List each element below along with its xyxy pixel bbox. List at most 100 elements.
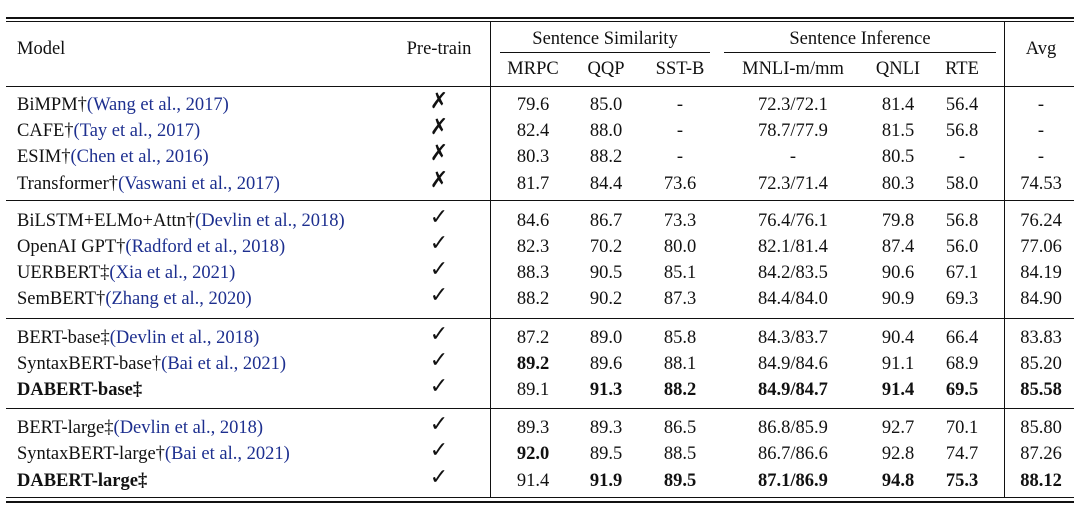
cell-sst-b: 86.5 [663,418,697,438]
cell-mnli: 84.9/84.6 [758,354,828,374]
cell-mrpc: 87.2 [516,328,550,348]
citation-link[interactable]: (Radford et al., 2018) [125,237,286,257]
cell-avg: 85.20 [1020,354,1062,374]
citation-link[interactable]: (Xia et al., 2021) [109,263,236,283]
cell-qqp: 90.2 [589,289,623,309]
cell-qnli: 92.7 [881,418,915,438]
cell-qqp: 88.2 [589,147,623,167]
model-name: DABERT-base‡ [17,379,142,401]
checkmark-icon: ✓ [429,257,449,282]
checkmark-icon: ✓ [429,412,449,437]
citation-link[interactable]: (Chen et al., 2016) [70,147,209,167]
cell-mrpc: 82.4 [516,121,550,141]
cell-qnli: 90.9 [881,289,915,309]
model-label: BiLSTM+ELMo+Attn† [17,211,196,231]
model-label: ESIM† [17,147,71,167]
checkmark-icon: ✓ [429,231,449,256]
cell-rte: 56.8 [945,121,979,141]
cell-rte: 67.1 [945,263,979,283]
citation-link[interactable]: (Wang et al., 2017) [86,95,229,115]
citation-link[interactable]: (Vaswani et al., 2017) [118,174,280,194]
cell-qqp: 89.6 [589,354,623,374]
checkmark-icon: ✓ [429,348,449,373]
cell-rte: 56.0 [945,237,979,257]
cell-avg: 85.80 [1020,418,1062,438]
model-label: UERBERT‡ [17,263,110,283]
cell-sst-b: 80.0 [663,237,697,257]
header-mnli: MNLI-m/mm [742,59,844,79]
cell-sst-b: - [676,121,684,141]
cell-mnli: 72.3/72.1 [758,95,828,115]
cell-qnli: 91.4 [881,380,915,400]
cell-mrpc: 88.3 [516,263,550,283]
cell-qnli: 92.8 [881,444,915,464]
cell-qqp: 89.0 [589,328,623,348]
top-rule [6,17,1074,19]
checkmark-icon: ✓ [429,438,449,463]
cell-mrpc: 89.2 [516,354,550,374]
citation-link[interactable]: (Bai et al., 2021) [164,444,290,464]
cell-avg: 87.26 [1020,444,1062,464]
model-label: BiMPM† [17,95,87,115]
model-name: CAFE†(Tay et al., 2017) [17,120,200,142]
cell-sst-b: 85.8 [663,328,697,348]
cell-mrpc: 89.3 [516,418,550,438]
header-sentence-inference: Sentence Inference [789,29,931,49]
citation-link[interactable]: (Tay et al., 2017) [73,121,201,141]
cell-qqp: 89.5 [589,444,623,464]
model-name: SemBERT†(Zhang et al., 2020) [17,288,252,310]
cell-rte: 68.9 [945,354,979,374]
cell-sst-b: 88.2 [663,380,697,400]
header-avg: Avg [1025,39,1057,59]
cross-icon: ✗ [429,168,449,193]
model-name: BiMPM†(Wang et al., 2017) [17,94,229,116]
group-rule-2 [6,318,1074,319]
cross-icon: ✗ [429,89,449,114]
cell-mrpc: 79.6 [516,95,550,115]
citation-link[interactable]: (Devlin et al., 2018) [113,418,264,438]
cell-qqp: 88.0 [589,121,623,141]
cell-sst-b: 87.3 [663,289,697,309]
cell-avg: - [1037,121,1045,141]
cell-mnli: 72.3/71.4 [758,174,828,194]
header-rte: RTE [945,59,979,79]
model-name: BERT-large‡(Devlin et al., 2018) [17,417,263,439]
column-divider-avg [1004,22,1005,498]
model-label: SyntaxBERT-base† [17,354,162,374]
cell-avg: 74.53 [1020,174,1062,194]
header-sentence-similarity: Sentence Similarity [532,29,678,49]
header-model: Model [17,39,66,59]
cell-mnli: - [789,147,797,167]
header-qnli: QNLI [875,59,921,79]
citation-link[interactable]: (Bai et al., 2021) [161,354,286,374]
header-rule [6,86,1074,87]
cell-mrpc: 81.7 [516,174,550,194]
model-name: BERT-base‡(Devlin et al., 2018) [17,327,259,349]
cell-rte: 66.4 [945,328,979,348]
cell-mrpc: 84.6 [516,211,550,231]
cell-sst-b: 89.5 [663,471,697,491]
cell-mrpc: 89.1 [516,380,550,400]
bottom-rule [6,501,1074,503]
cell-avg: 76.24 [1020,211,1062,231]
model-label: SemBERT† [17,289,106,309]
cell-rte: 75.3 [945,471,979,491]
citation-link[interactable]: (Devlin et al., 2018) [195,211,345,231]
cell-qnli: 81.5 [881,121,915,141]
citation-link[interactable]: (Devlin et al., 2018) [109,328,260,348]
cell-qqp: 85.0 [589,95,623,115]
cell-mrpc: 82.3 [516,237,550,257]
cell-sst-b: 73.3 [663,211,697,231]
cell-avg: 85.58 [1020,380,1062,400]
cell-qnli: 87.4 [881,237,915,257]
cell-mrpc: 91.4 [516,471,550,491]
cell-mnli: 86.7/86.6 [758,444,828,464]
model-name: SyntaxBERT-base†(Bai et al., 2021) [17,353,286,375]
citation-link[interactable]: (Zhang et al., 2020) [105,289,252,309]
header-pretrain: Pre-train [406,39,472,59]
model-name: BiLSTM+ELMo+Attn†(Devlin et al., 2018) [17,210,345,232]
cell-sst-b: - [676,95,684,115]
cell-qqp: 91.9 [589,471,623,491]
cell-sst-b: 85.1 [663,263,697,283]
